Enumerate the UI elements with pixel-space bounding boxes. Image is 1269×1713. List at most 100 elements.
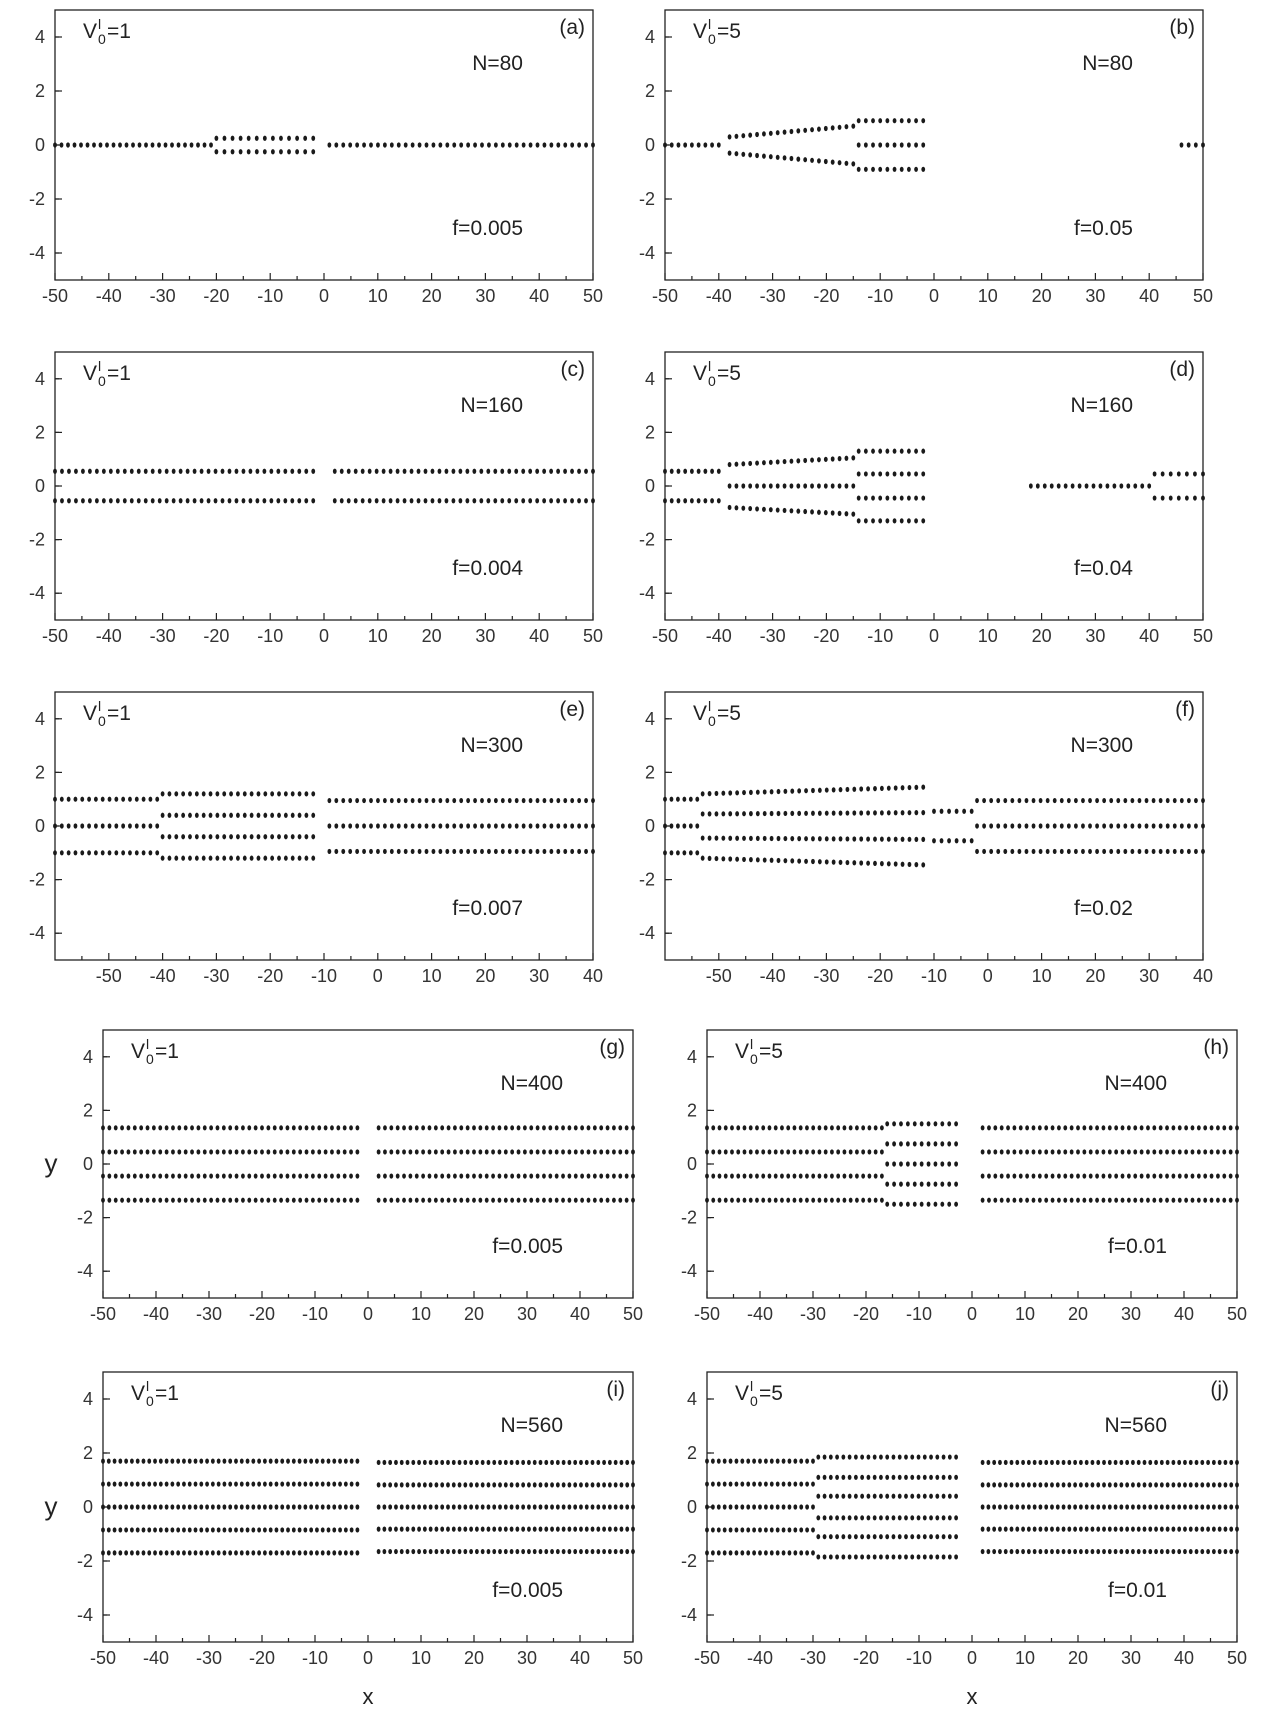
data-point [196, 142, 200, 148]
data-point [182, 1458, 186, 1464]
data-point [1049, 483, 1054, 489]
data-point [899, 142, 904, 148]
data-point [721, 811, 726, 817]
data-point [111, 142, 116, 148]
data-point [1069, 1125, 1074, 1131]
data-point [451, 498, 456, 504]
data-point [430, 468, 435, 474]
data-point [863, 118, 868, 124]
data-point [227, 498, 232, 504]
data-point [1077, 483, 1082, 489]
data-point [1024, 797, 1029, 804]
data-point [1044, 1173, 1049, 1179]
data-point [885, 166, 890, 172]
data-point [577, 797, 582, 804]
data-point [338, 1504, 342, 1510]
data-point [474, 1482, 479, 1488]
data-point [787, 1458, 792, 1464]
x-tick-label: 10 [368, 286, 388, 306]
data-point [1076, 1149, 1080, 1155]
data-point [542, 1125, 546, 1131]
data-point [1144, 848, 1149, 855]
data-point [478, 1125, 483, 1131]
data-point [178, 498, 183, 504]
data-point [453, 1197, 457, 1203]
panel-label: (i) [606, 1378, 625, 1401]
data-point [910, 1515, 915, 1521]
data-point [101, 1527, 105, 1533]
data-point [246, 135, 251, 141]
data-point [317, 1125, 322, 1131]
data-point [297, 812, 302, 818]
data-point [229, 855, 233, 861]
data-point [183, 1149, 188, 1155]
data-point [573, 1149, 578, 1155]
data-point [773, 1149, 778, 1155]
points-h [705, 1121, 1239, 1207]
data-point [266, 1173, 271, 1179]
data-point [444, 498, 449, 504]
data-point [767, 1197, 772, 1203]
data-point [980, 1482, 985, 1488]
data-point [145, 1125, 150, 1131]
data-point [360, 468, 365, 474]
data-point [1177, 1526, 1182, 1532]
data-point [999, 1173, 1004, 1179]
data-point [348, 823, 353, 829]
data-point [823, 483, 828, 489]
data-point [734, 1550, 739, 1556]
data-point [509, 1504, 514, 1510]
data-point [804, 788, 808, 794]
data-point [700, 811, 705, 817]
data-point [290, 791, 295, 797]
data-point [803, 483, 808, 489]
f-label: f=0.01 [1108, 1235, 1167, 1258]
data-point [286, 1527, 290, 1533]
data-point [935, 1515, 940, 1521]
data-point [334, 823, 339, 829]
data-point [399, 1526, 404, 1532]
data-point [705, 1125, 709, 1131]
data-point [1186, 142, 1191, 148]
data-point [727, 134, 732, 140]
data-point [106, 1504, 111, 1510]
data-point [341, 823, 346, 829]
data-point [515, 1459, 520, 1466]
data-point [205, 1527, 209, 1533]
data-point [1125, 1459, 1130, 1466]
data-point [703, 498, 708, 504]
data-point [1152, 1197, 1157, 1203]
data-point [291, 1481, 296, 1487]
data-point [349, 1550, 354, 1556]
data-point [416, 498, 421, 504]
data-point [1158, 1173, 1163, 1179]
data-point [848, 1173, 853, 1179]
data-point [246, 149, 251, 155]
data-point [885, 1141, 890, 1147]
data-point [427, 1197, 432, 1203]
data-point [1126, 1197, 1131, 1203]
data-point [338, 1550, 342, 1556]
data-point [1120, 1149, 1125, 1155]
data-point [1165, 848, 1170, 855]
data-point [612, 1149, 616, 1155]
data-point [561, 1459, 566, 1466]
x-tick-label: -20 [867, 966, 893, 986]
data-point [268, 1458, 273, 1464]
data-point [434, 1526, 439, 1532]
data-point [290, 498, 295, 504]
data-point [199, 498, 204, 504]
data-point [847, 1534, 852, 1540]
panel-label: (h) [1203, 1036, 1229, 1059]
data-point [1057, 1197, 1061, 1203]
data-point [879, 1554, 883, 1560]
data-point [1152, 1125, 1157, 1131]
data-point [755, 506, 759, 512]
data-point [303, 1504, 308, 1510]
data-point [1061, 1526, 1066, 1532]
data-point [885, 1201, 890, 1207]
data-point [982, 797, 987, 804]
x-tick-label: -10 [302, 1304, 328, 1324]
